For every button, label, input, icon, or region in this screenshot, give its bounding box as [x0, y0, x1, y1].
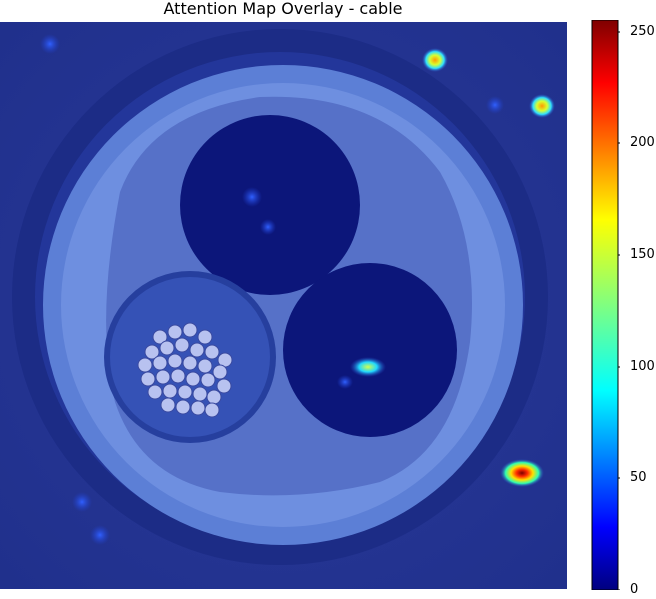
conductor-strands — [137, 322, 233, 418]
colorbar-tick-label: 250 — [630, 24, 655, 39]
colorbar — [591, 20, 620, 590]
colorbar-tick-label: 200 — [630, 135, 655, 150]
colorbar-tick-label: 0 — [630, 582, 639, 597]
colorbar-tick-label: 50 — [630, 470, 647, 485]
right-conductor — [283, 263, 457, 437]
colorbar-gradient — [591, 20, 619, 590]
colorbar-ticks — [618, 31, 620, 590]
hotspot-top — [422, 48, 448, 72]
attention-overlay-image — [0, 22, 567, 589]
colorbar-tick-label: 100 — [630, 359, 655, 374]
colorbar-tick-label: 150 — [630, 247, 655, 262]
hotspot-right — [529, 94, 555, 118]
attention-spot — [350, 357, 386, 377]
hotspot-bottom-right — [500, 459, 544, 487]
figure-title: Attention Map Overlay - cable — [163, 0, 403, 18]
top-conductor — [180, 115, 360, 295]
